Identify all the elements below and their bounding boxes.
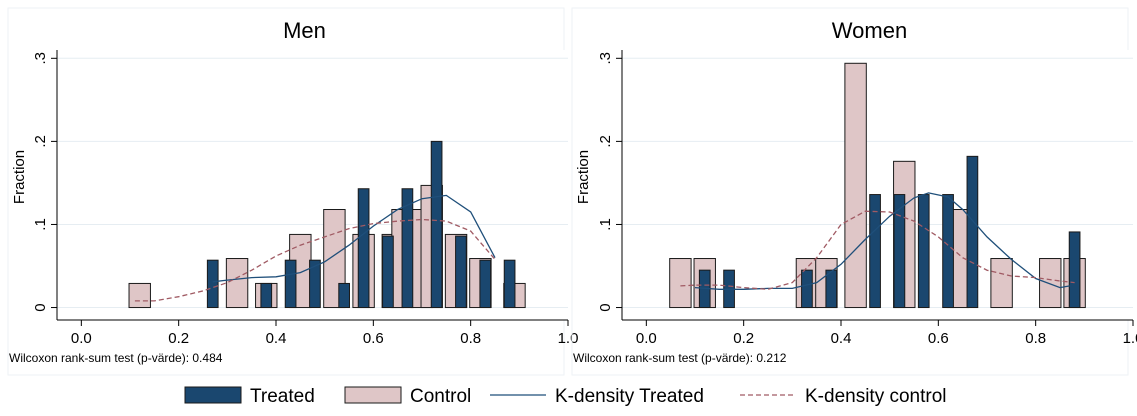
panel-women: Women Fraction 0 .1 .2 .3 0.0 0.2 0.4 0.6 0.8 1.0 Wi…: [571, 7, 1137, 376]
p0-treated-bar-1: [260, 282, 273, 309]
p1-treated-bar-8: [966, 155, 979, 309]
p1-x-tick-label-3: 0.6: [928, 330, 949, 347]
legend-label-0: Treated: [250, 386, 315, 407]
legend-label-2: K-density Treated: [555, 386, 704, 407]
p0-treated-bar-0: [206, 259, 219, 309]
panel-men: Men Fraction 0 .1 .2 .3 0.0 0.2 0.4 0.6 0.8 1.0 Wilc…: [7, 7, 579, 376]
p0-wilcoxon-note: Wilcoxon rank-sum test (p-värde): 0.484: [9, 351, 223, 365]
legend-label-1: Control: [410, 386, 471, 407]
p0-x-tick-label-3: 0.6: [363, 330, 384, 347]
p1-chart-title: Women: [832, 18, 907, 43]
legend: Treated Control K-density Treated K-density…: [184, 386, 947, 407]
p1-control-bar-0: [669, 258, 692, 309]
p1-treated-bar-6: [917, 194, 930, 309]
p0-treated-bar-10: [479, 259, 492, 309]
legend-key-control: [344, 386, 402, 404]
p0-chart-title: Men: [283, 18, 326, 43]
p0-treated-bar-11: [503, 259, 516, 309]
p1-x-tick-label-2: 0.4: [831, 330, 852, 347]
p0-treated-bar-5: [357, 188, 370, 309]
p1-control-bar-4: [844, 62, 867, 309]
legend-label-3: K-density control: [805, 386, 947, 407]
p1-y-tick-label-3: .3: [597, 52, 614, 65]
p1-control-bar-8: [1039, 258, 1062, 309]
p1-x-tick-label-1: 0.2: [733, 330, 754, 347]
p1-y-tick-label-1: .1: [597, 218, 614, 231]
p0-treated-bar-7: [401, 188, 414, 309]
p0-y-tick-label-3: .3: [32, 52, 49, 65]
p1-treated-bar-2: [801, 269, 813, 309]
p0-density-treated-line: [212, 194, 496, 283]
p1-x-tick-label-0: 0.0: [636, 330, 657, 347]
p0-x-tick-label-4: 0.8: [460, 330, 481, 347]
p0-control-bar-0: [128, 282, 151, 309]
p0-density-control-line: [134, 218, 496, 302]
p0-x-tick-label-0: 0.0: [71, 330, 92, 347]
p1-control-bar-7: [990, 258, 1013, 309]
legend-key-treated: [184, 386, 242, 404]
p0-treated-bar-8: [430, 140, 443, 309]
p0-y-axis-label: Fraction: [11, 150, 28, 204]
p1-x-tick-label-4: 0.8: [1025, 330, 1046, 347]
p0-x-tick-label-5: 1.0: [558, 330, 579, 347]
p1-y-tick-label-2: .2: [597, 135, 614, 148]
p0-x-tick-label-1: 0.2: [168, 330, 189, 347]
p0-y-tick-label-1: .1: [32, 218, 49, 231]
p0-control-bar-1: [225, 258, 249, 309]
p0-treated-bar-6: [382, 235, 394, 309]
p1-density-control-line: [680, 210, 1075, 290]
p0-treated-bar-9: [455, 235, 467, 309]
p0-x-tick-label-2: 0.4: [266, 330, 287, 347]
p0-y-tick-label-2: .2: [32, 135, 49, 148]
p0-y-tick-label-0: 0: [32, 303, 49, 311]
p1-treated-bar-5: [893, 194, 906, 309]
p1-treated-bar-7: [942, 194, 954, 309]
p0-treated-bar-4: [338, 282, 350, 309]
p1-treated-bar-9: [1068, 231, 1081, 309]
p0-treated-bar-2: [284, 259, 297, 309]
p1-wilcoxon-note: Wilcoxon rank-sum test (p-värde): 0.212: [573, 351, 787, 365]
p1-y-tick-label-0: 0: [597, 303, 614, 311]
p1-x-tick-label-5: 1.0: [1123, 330, 1137, 347]
p0-treated-bar-3: [309, 259, 321, 309]
p1-y-axis-label: Fraction: [575, 150, 592, 204]
p1-treated-bar-4: [869, 194, 881, 309]
p1-treated-bar-3: [825, 269, 838, 309]
